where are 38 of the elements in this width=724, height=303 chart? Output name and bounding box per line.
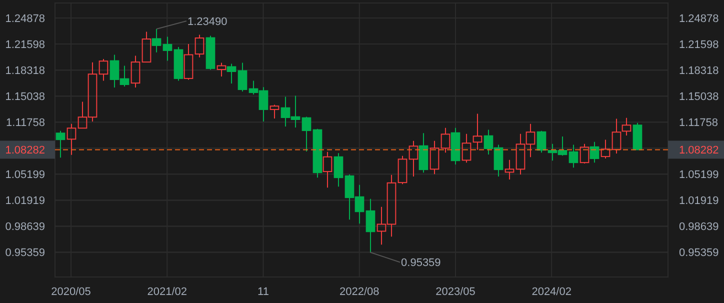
text: 1.08282 [679, 144, 719, 157]
y2-tick-label: 1.24878 [679, 12, 719, 25]
annotation: 1.23490 [187, 16, 228, 28]
candlestick [568, 144, 578, 168]
x-tick-label: 2022/08 [339, 286, 380, 298]
candlestick [472, 113, 482, 150]
y2-tick-label: 1.01919 [679, 195, 719, 208]
y-tick-label: 0.98639 [5, 221, 45, 234]
candlestick [322, 151, 332, 188]
y2-tick-label: 0.95359 [679, 247, 719, 260]
y2-tick-label: 1.15038 [679, 90, 719, 103]
x-tick-label: 2020/05 [51, 286, 91, 298]
y-tick-label: 1.15038 [5, 90, 45, 103]
candlestick [430, 140, 440, 175]
ref-line-label: 1.08282 [5, 144, 45, 157]
candlestick [152, 28, 162, 53]
y2-tick-label: 0.98639 [679, 221, 719, 234]
x-tick-label: 2021/02 [147, 286, 188, 298]
y-tick-label: 1.24878 [5, 12, 45, 25]
x-tick-label: 2024/02 [532, 286, 572, 298]
x-tick-label: 2023/05 [436, 286, 476, 298]
x-tick-label: 11 [258, 286, 269, 298]
y-tick-label: 1.21598 [5, 38, 45, 51]
annotation: 0.95359 [401, 257, 441, 270]
y2-tick-label: 1.18318 [679, 64, 719, 77]
y-tick-label: 1.18318 [5, 64, 45, 77]
y2-tick-label: 1.05199 [679, 169, 719, 182]
y-tick-label: 1.11758 [6, 116, 45, 129]
y2-tick-label: 1.11758 [679, 116, 718, 129]
candlestick [162, 36, 172, 62]
candlestick [622, 117, 632, 136]
candlestick [504, 159, 514, 180]
y-tick-label: 1.05199 [5, 169, 45, 182]
candlestick [334, 152, 344, 188]
y-tick-label: 0.95359 [5, 247, 45, 260]
candlestick [366, 198, 376, 253]
y-tick-label: 1.01919 [5, 195, 45, 208]
y2-tick-label: 1.21598 [679, 38, 719, 51]
